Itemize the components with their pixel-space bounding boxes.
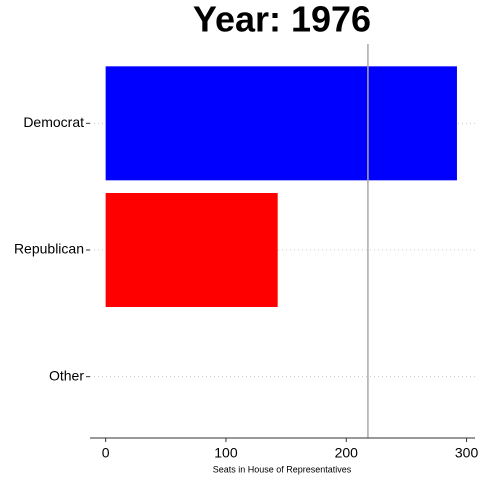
x-tick-label: 0 — [102, 445, 110, 461]
bar — [105, 193, 278, 307]
x-tick-label: 300 — [455, 445, 479, 461]
x-axis-title: Seats in House of Representatives — [213, 464, 352, 474]
chart-title: Year: 1976 — [193, 0, 371, 40]
bar — [105, 66, 457, 181]
x-tick-label: 200 — [335, 445, 359, 461]
y-tick-label: Other — [49, 367, 84, 383]
y-tick-label: Democrat — [23, 114, 84, 130]
x-tick-label: 100 — [214, 445, 238, 461]
y-tick-label: Republican — [14, 241, 84, 257]
